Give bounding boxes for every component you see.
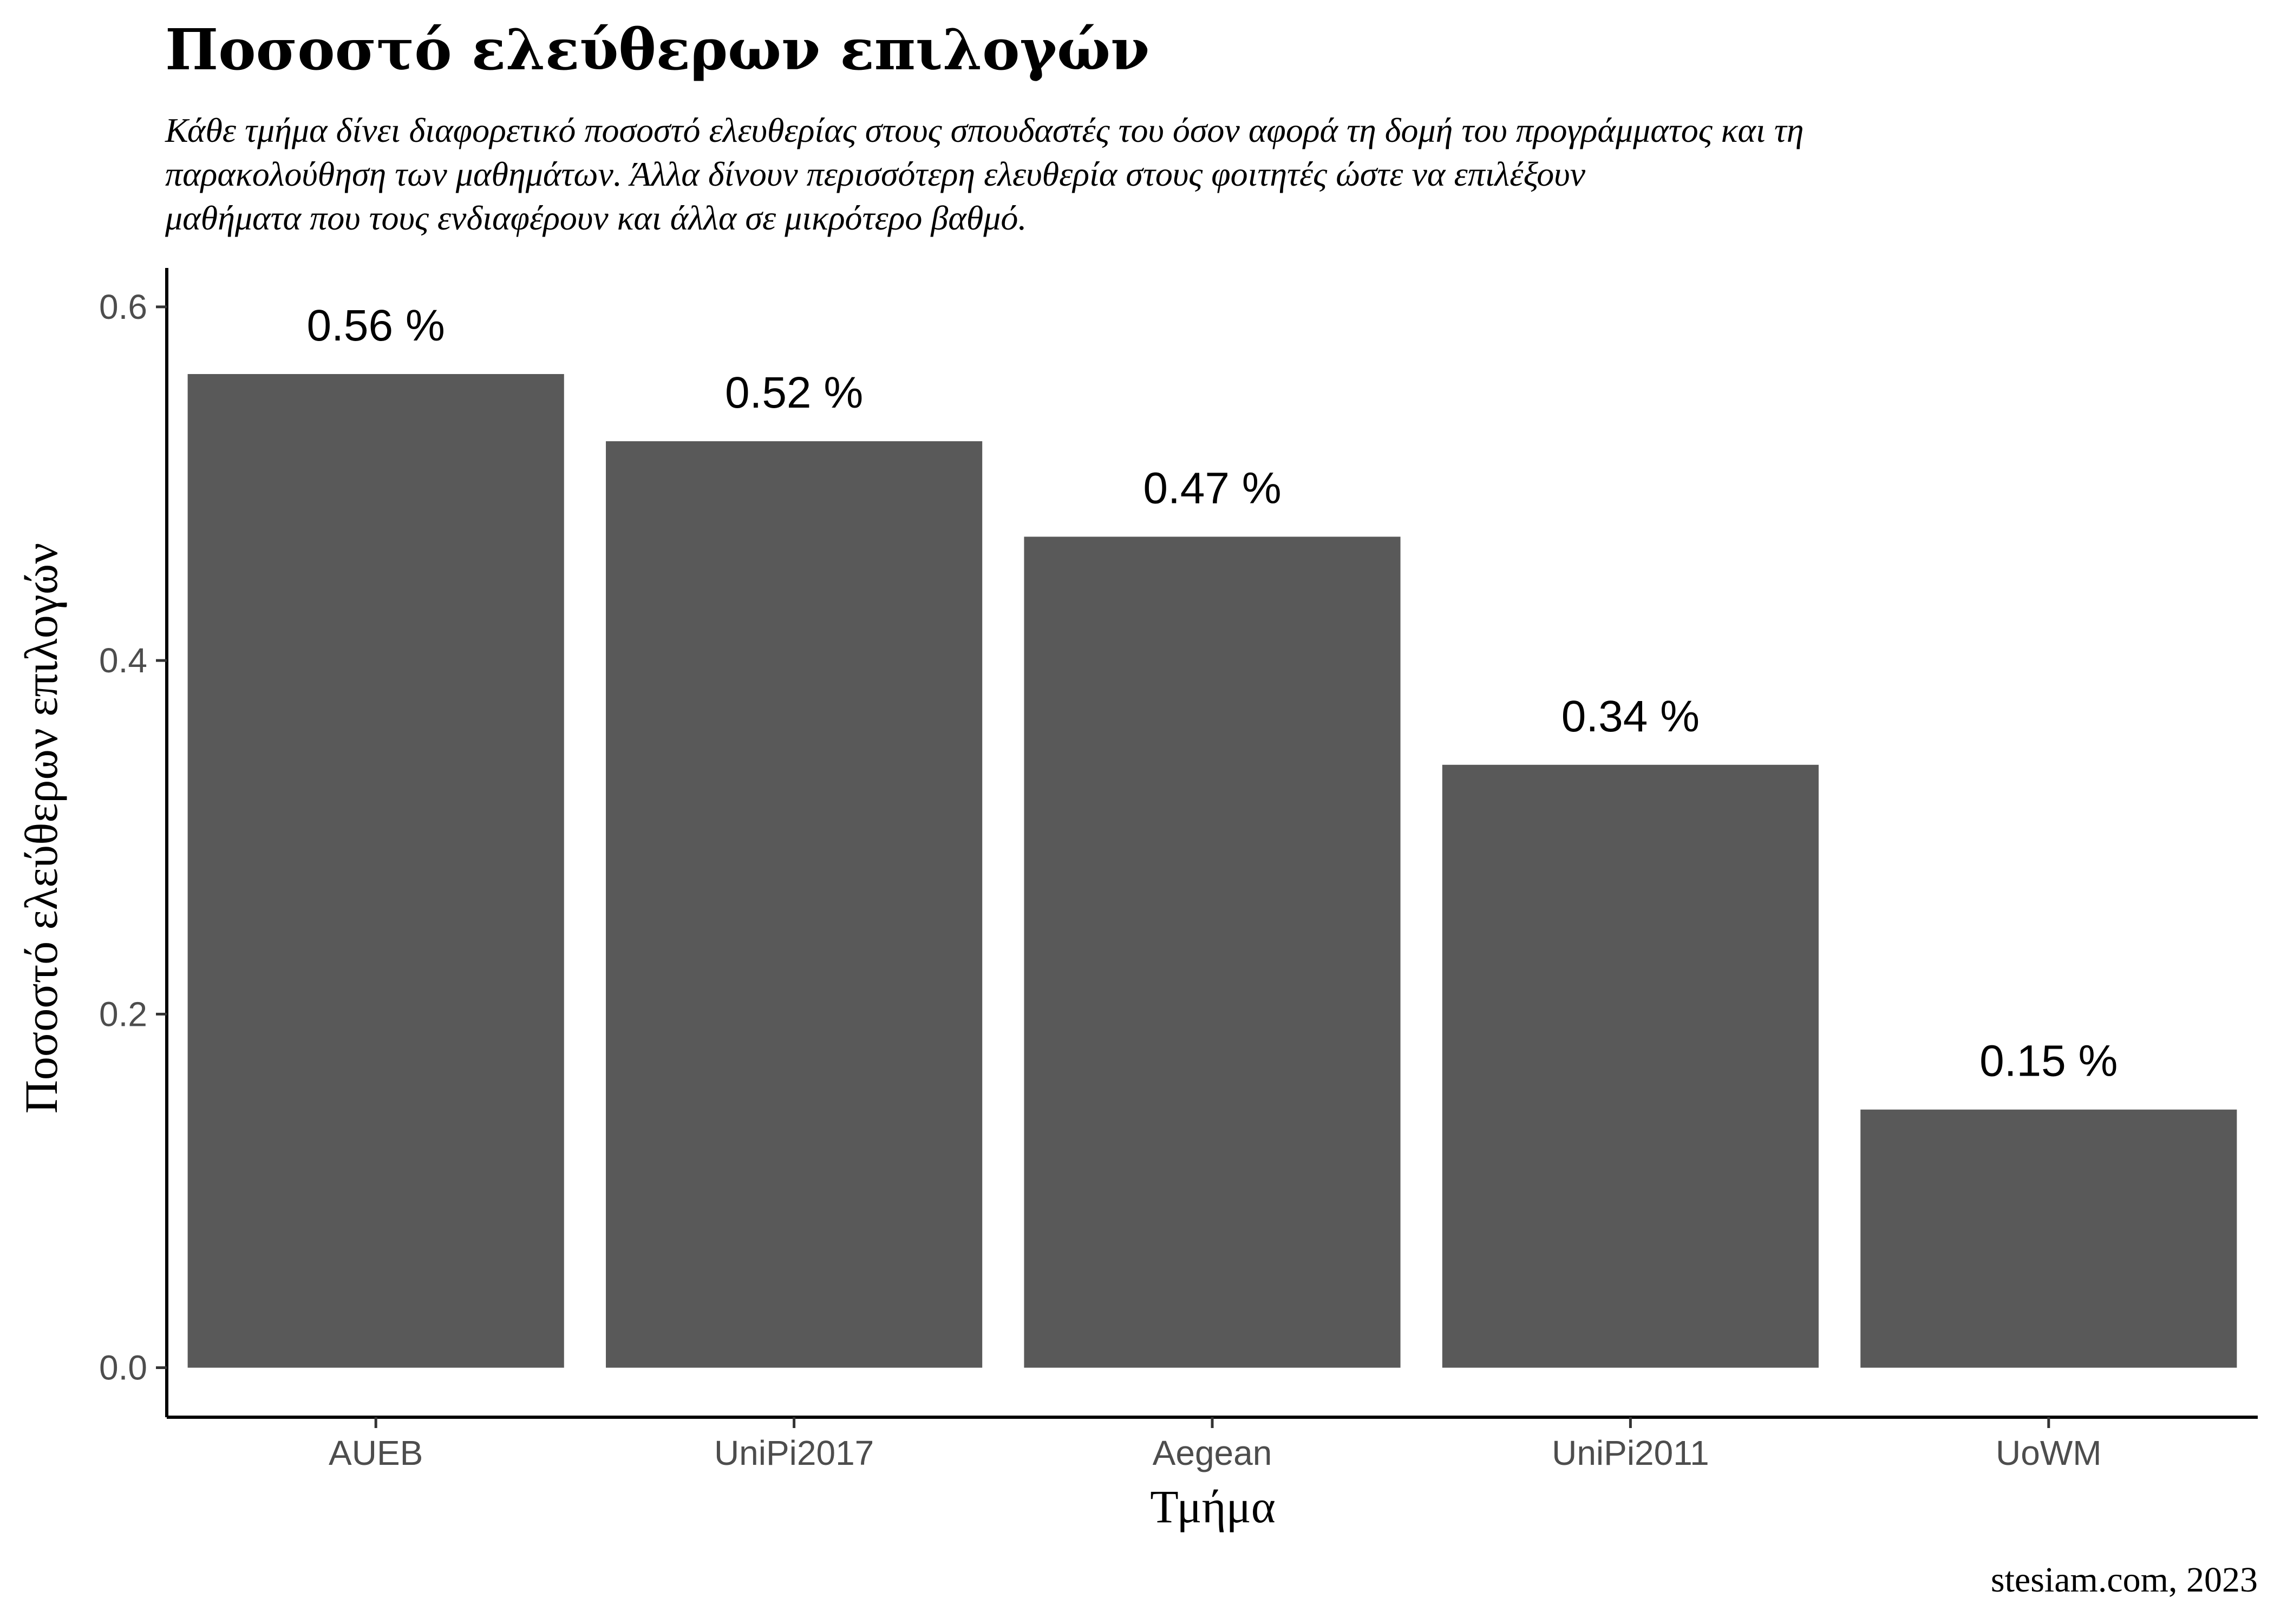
x-tick-label-unipi2011: UniPi2011 (1552, 1433, 1709, 1472)
data-label-aueb: 0.56 % (307, 301, 445, 350)
chart-caption: stesiam.com, 2023 (1991, 1560, 2258, 1600)
bar-uowm (1860, 1109, 2237, 1368)
plot-area: 0.56 % 0.52 % 0.47 % 0.34 % 0.15 % 0.0 0.2 0.4… (99, 268, 2258, 1472)
data-label-unipi2011: 0.34 % (1561, 692, 1700, 741)
bar-aegean (1024, 536, 1401, 1368)
data-label-unipi2017: 0.52 % (725, 368, 863, 417)
chart-subtitle-line-1: Κάθε τμήμα δίνει διαφορετικό ποσοστό ελε… (165, 111, 1803, 149)
y-axis: 0.0 0.2 0.4 0.6 (99, 268, 168, 1417)
data-labels: 0.56 % 0.52 % 0.47 % 0.34 % 0.15 % (307, 301, 2118, 1086)
chart-subtitle-line-2: παρακολούθηση των μαθημάτων. Άλλα δίνουν… (165, 155, 1586, 193)
bar-unipi2011 (1442, 764, 1819, 1368)
x-tick-label-aegean: Aegean (1153, 1433, 1272, 1472)
x-tick-label-unipi2017: UniPi2017 (714, 1433, 874, 1472)
y-tick-label: 0.2 (99, 994, 147, 1033)
y-axis-title: Ποσοστό ελεύθερων επιλογών (15, 543, 67, 1114)
bar-unipi2017 (606, 441, 983, 1368)
bar-aueb (187, 374, 564, 1368)
x-axis-title: Τμήμα (1150, 1481, 1276, 1533)
data-label-aegean: 0.47 % (1143, 463, 1281, 513)
data-label-uowm: 0.15 % (1979, 1037, 2118, 1086)
x-tick-label-aueb: AUEB (329, 1433, 423, 1472)
y-tick-label: 0.6 (99, 287, 147, 326)
y-tick-label: 0.4 (99, 641, 147, 680)
x-axis: AUEB UniPi2017 Aegean UniPi2011 UoWM (167, 1416, 2258, 1472)
x-tick-label-uowm: UoWM (1996, 1433, 2102, 1472)
chart-title: Ποσοστό ελεύθερων επιλογών (165, 16, 1149, 83)
y-tick-label: 0.0 (99, 1348, 147, 1387)
chart-subtitle-line-3: μαθήματα που τους ενδιαφέρουν και άλλα σ… (165, 199, 1027, 237)
bars (187, 374, 2237, 1368)
